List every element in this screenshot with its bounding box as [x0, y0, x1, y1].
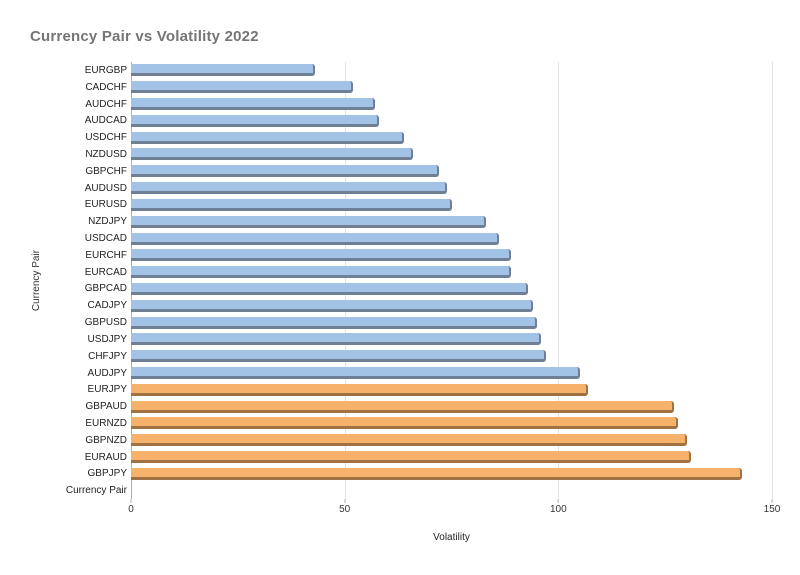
- category-label-eurnzd: EURNZD: [85, 417, 127, 429]
- x-tick-label-50: 50: [339, 504, 351, 515]
- bar-row: [131, 365, 772, 382]
- category-label-gbpchf: GBPCHF: [85, 165, 127, 177]
- bar-row: [131, 415, 772, 432]
- bar-gbpjpy: [131, 467, 743, 480]
- x-axis-title: Volatility: [433, 532, 470, 543]
- bar-chfjpy: [131, 350, 546, 363]
- x-tick-mark-100: [557, 499, 559, 503]
- category-label-eurgbp: EURGBP: [84, 64, 127, 76]
- x-tick-mark-0: [130, 499, 132, 503]
- bar-gbpchf: [131, 165, 439, 178]
- category-label-gbpcad: GBPCAD: [84, 283, 127, 295]
- gridline-50: [344, 62, 346, 499]
- bar-usdchf: [131, 131, 405, 144]
- category-label-euraud: EURAUD: [84, 451, 127, 463]
- category-label-currency-pair: Currency Pair: [65, 485, 127, 497]
- bar-row: [131, 398, 772, 415]
- bar-gbpcad: [131, 282, 529, 295]
- bar-audusd: [131, 182, 448, 195]
- category-label-audcad: AUDCAD: [84, 115, 127, 127]
- category-label-usdjpy: USDJPY: [87, 333, 127, 345]
- bar-row: [131, 449, 772, 466]
- category-label-chfjpy: CHFJPY: [88, 350, 127, 362]
- x-tick-mark-50: [344, 499, 346, 503]
- bar-row: [131, 96, 772, 113]
- bar-row: [131, 331, 772, 348]
- category-label-usdcad: USDCAD: [84, 233, 127, 245]
- bar-eurusd: [131, 198, 452, 211]
- bar-eurgbp: [131, 64, 315, 77]
- bar-row: [131, 348, 772, 365]
- x-tick-label-100: 100: [549, 504, 567, 515]
- gridline-150: [772, 62, 773, 499]
- bar-row: [131, 466, 772, 483]
- bar-audchf: [131, 98, 375, 111]
- bar-nzdjpy: [131, 215, 486, 228]
- bar-cadjpy: [131, 299, 533, 312]
- bar-row: [131, 432, 772, 449]
- bar-row: [131, 112, 772, 129]
- category-label-gbpnzd: GBPNZD: [85, 434, 127, 446]
- bar-rows: [131, 62, 772, 499]
- category-label-eurusd: EURUSD: [84, 199, 127, 211]
- bar-gbpnzd: [131, 434, 687, 447]
- bar-row: [131, 129, 772, 146]
- bar-row: [131, 482, 772, 499]
- bar-row: [131, 197, 772, 214]
- y-axis-line: [131, 62, 132, 499]
- category-label-eurcad: EURCAD: [84, 266, 127, 278]
- bar-eurjpy: [131, 383, 589, 396]
- bar-usdcad: [131, 232, 499, 245]
- bar-nzdusd: [131, 148, 414, 161]
- bar-audjpy: [131, 367, 580, 380]
- bar-eurcad: [131, 266, 512, 279]
- category-label-nzdusd: NZDUSD: [85, 148, 127, 160]
- bar-eurnzd: [131, 417, 678, 430]
- bar-row: [131, 79, 772, 96]
- bar-euraud: [131, 451, 691, 464]
- x-tick-label-0: 0: [128, 504, 134, 515]
- plot-area: [131, 62, 773, 499]
- bar-row: [131, 62, 772, 79]
- category-label-usdchf: USDCHF: [85, 132, 127, 144]
- category-label-audjpy: AUDJPY: [87, 367, 127, 379]
- category-label-gbpaud: GBPAUD: [85, 401, 128, 413]
- bar-row: [131, 146, 772, 163]
- bar-row: [131, 381, 772, 398]
- bar-row: [131, 180, 772, 197]
- bar-row: [131, 230, 772, 247]
- category-label-gbpjpy: GBPJPY: [87, 468, 127, 480]
- category-label-cadjpy: CADJPY: [87, 300, 127, 312]
- y-axis-labels: EURGBP CADCHF AUDCHF AUDCAD USDCHF NZDUSD GBPC…: [0, 62, 127, 499]
- category-label-eurchf: EURCHF: [85, 249, 127, 261]
- chart-title: Currency Pair vs Volatility 2022: [30, 28, 259, 45]
- bar-gbpaud: [131, 400, 674, 413]
- category-label-nzdjpy: NZDJPY: [88, 216, 127, 228]
- category-label-cadchf: CADCHF: [85, 81, 127, 93]
- bar-cadchf: [131, 81, 354, 94]
- bar-row: [131, 247, 772, 264]
- gridline-100: [558, 62, 560, 499]
- bar-row: [131, 281, 772, 298]
- bar-eurchf: [131, 249, 512, 262]
- bar-row: [131, 297, 772, 314]
- category-label-gbpusd: GBPUSD: [84, 317, 127, 329]
- bar-audcad: [131, 114, 379, 127]
- category-label-audchf: AUDCHF: [85, 98, 127, 110]
- bar-usdjpy: [131, 333, 542, 346]
- category-label-eurjpy: EURJPY: [87, 384, 127, 396]
- x-tick-label-150: 150: [763, 504, 781, 515]
- x-axis-ticks: 0 50 100 150: [128, 499, 780, 517]
- category-label-audusd: AUDUSD: [84, 182, 127, 194]
- bar-row: [131, 213, 772, 230]
- bar-gbpusd: [131, 316, 537, 329]
- bar-row: [131, 264, 772, 281]
- bar-row: [131, 314, 772, 331]
- x-tick-mark-150: [771, 499, 773, 503]
- bar-row: [131, 163, 772, 180]
